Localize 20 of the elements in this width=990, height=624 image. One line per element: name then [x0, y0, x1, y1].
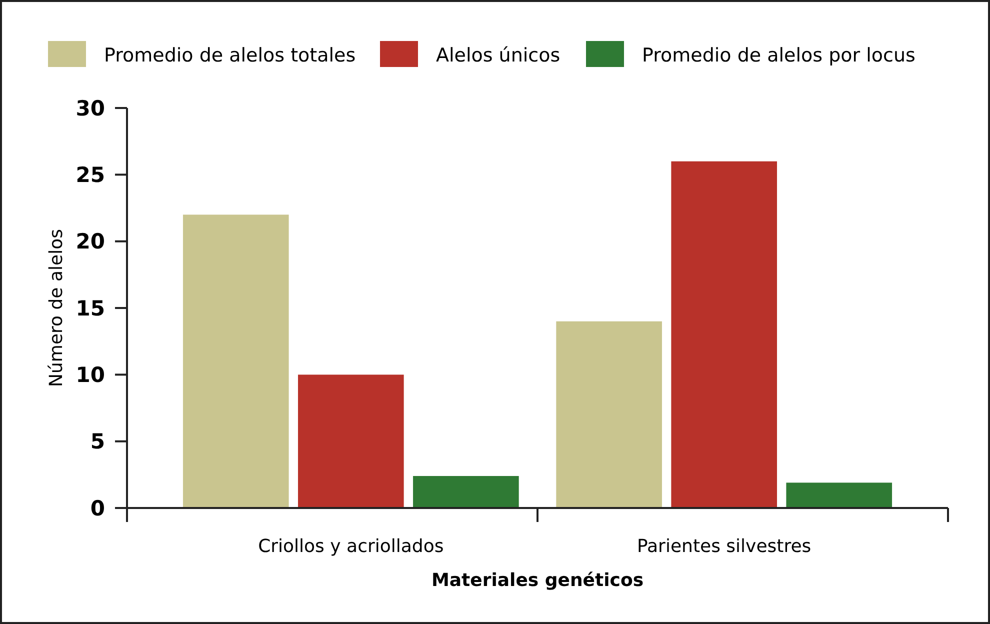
bar: [182, 214, 289, 508]
x-axis-title: Materiales genéticos: [431, 570, 644, 591]
y-tick-label: 20: [76, 230, 105, 254]
bar: [671, 161, 777, 508]
legend-label: Alelos únicos: [436, 44, 560, 67]
y-tick-label: 0: [90, 496, 105, 520]
x-tick-label: Criollos y acriollados: [258, 536, 444, 557]
y-axis-title: Número de alelos: [46, 229, 67, 387]
legend-label: Promedio de alelos totales: [104, 44, 356, 67]
bar: [786, 482, 892, 508]
y-tick-label: 30: [76, 96, 105, 120]
x-tick-label: Parientes silvestres: [636, 536, 812, 557]
y-tick-label: 5: [90, 430, 105, 454]
bar: [413, 476, 519, 508]
y-tick-label: 15: [76, 296, 105, 320]
bar: [298, 374, 404, 508]
y-tick-label: 25: [76, 163, 105, 188]
legend-label: Promedio de alelos por locus: [642, 44, 916, 67]
y-tick-label: 10: [76, 363, 105, 388]
bar: [556, 321, 662, 508]
